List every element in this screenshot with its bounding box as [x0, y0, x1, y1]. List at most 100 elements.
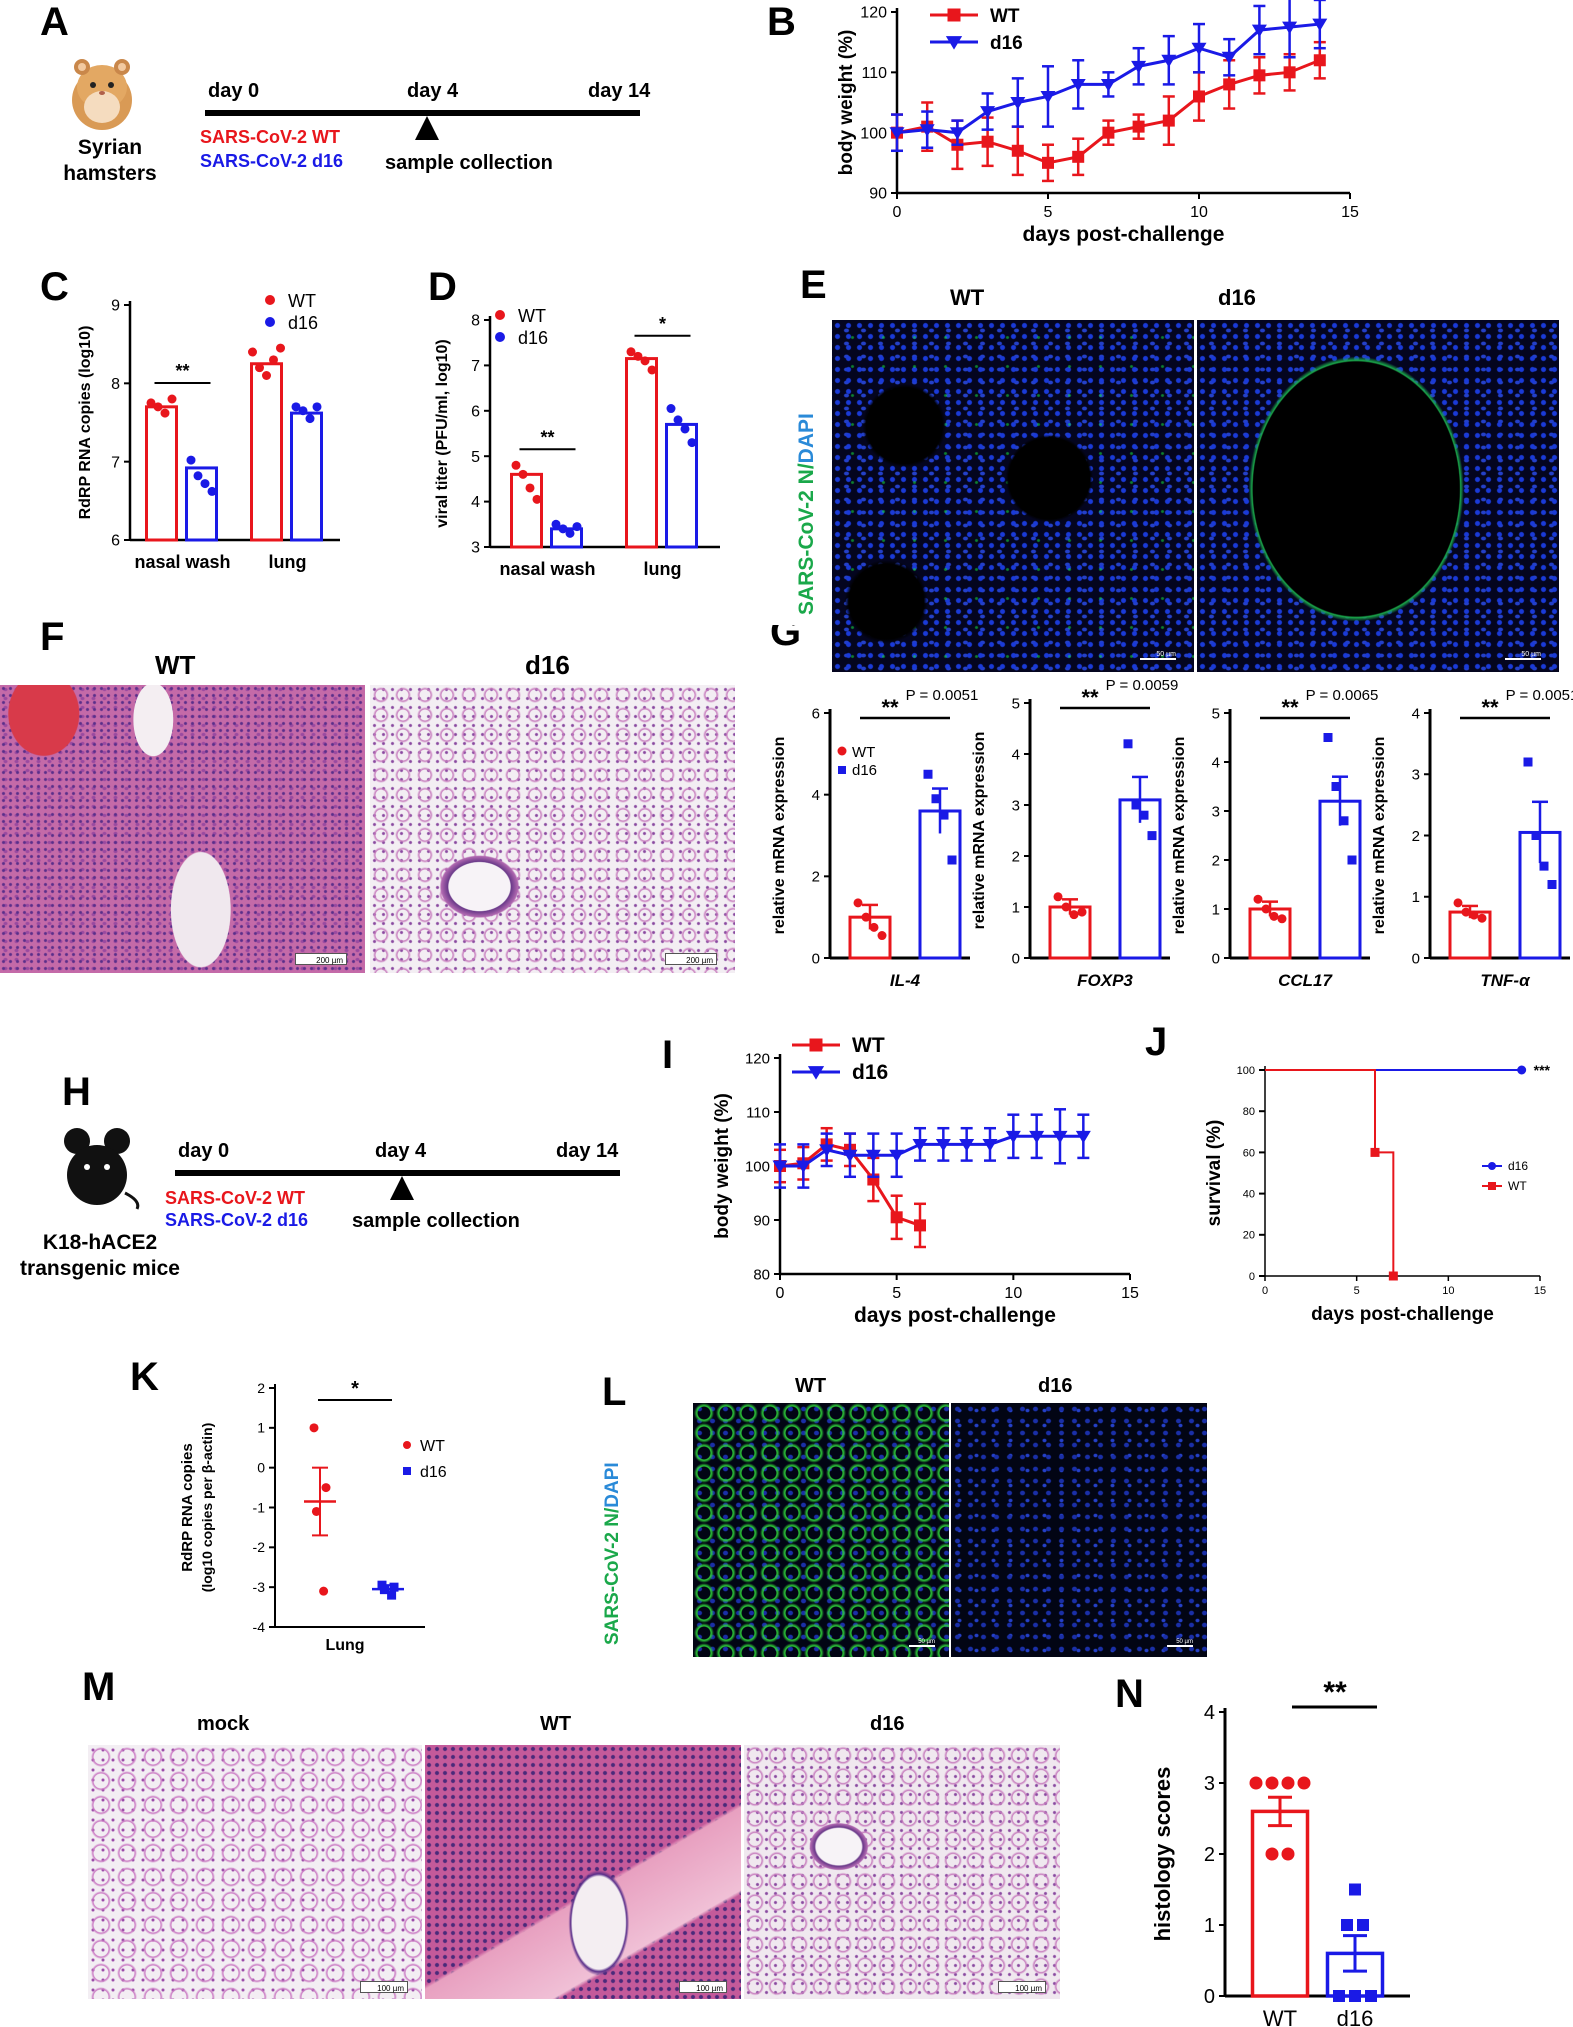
- x-tick-label: 5: [892, 1285, 901, 1302]
- data-point-d16: [1312, 18, 1328, 32]
- data-point-WT: [1011, 144, 1024, 157]
- data-point-WT: [1370, 1147, 1380, 1157]
- l-scalebar-d16: [1167, 1645, 1193, 1647]
- data-point-d16: [1331, 782, 1341, 791]
- timeline-mice: [175, 1170, 620, 1200]
- x-axis-title: IL-4: [890, 971, 921, 990]
- panel-e: E WT d16 SARS-CoV-2 N/DAPI 50 µm 50 µm: [760, 260, 1573, 672]
- legend-label-d16: d16: [852, 762, 877, 779]
- y-axis-subtitle: (log10 copies per β-actin): [199, 1423, 215, 1593]
- f-scalebar-wt: [295, 953, 347, 965]
- e-ylabel: SARS-CoV-2 N/DAPI: [795, 413, 819, 615]
- data-point-d16: [1547, 880, 1557, 889]
- significance-label: *: [351, 1378, 359, 1400]
- y-tick-label: 90: [753, 1212, 770, 1229]
- data-point-WT: [1281, 1776, 1295, 1790]
- data-point-WT: [269, 355, 278, 365]
- timeline-day14: day 14: [588, 80, 651, 102]
- legend-marker-WT: [495, 310, 505, 320]
- legend-marker-d16: [265, 317, 275, 327]
- x-tick-label: 10: [1004, 1285, 1022, 1302]
- data-point-d16: [1517, 1065, 1527, 1075]
- data-point-d16: [795, 1160, 811, 1174]
- y-axis-title: relative mRNA expression: [1371, 737, 1388, 935]
- data-point-WT: [1269, 911, 1279, 921]
- bar-WT: [1250, 1809, 1310, 1998]
- histology-image-m-wt: 100 µm: [425, 1745, 741, 1999]
- data-point-d16: [1161, 54, 1177, 68]
- l-scalebar-d16-label: 50 µm: [1176, 1639, 1193, 1645]
- m-col-d16: d16: [870, 1713, 905, 1735]
- data-point-WT: [914, 1219, 926, 1232]
- timeline-mice-day4: day 4: [375, 1140, 427, 1162]
- chart-c: 6 7 8 9 RdRP RNA copies (log10) nasal wash lun…: [40, 265, 340, 572]
- panel-h: H K18-hACE2 transgenic mice day 0 day 4 …: [0, 1070, 640, 1310]
- y-tick-label: 100: [860, 125, 887, 142]
- panel-letter: C: [40, 265, 69, 309]
- data-point-WT: [153, 402, 163, 412]
- data-point-WT: [877, 931, 887, 941]
- data-point-d16: [1010, 97, 1026, 110]
- panel-letter-f: F: [40, 615, 65, 659]
- y-tick-label: 3: [1012, 797, 1020, 814]
- y-tick-label: 1: [1204, 1915, 1215, 1937]
- y-tick-label: 4: [1012, 746, 1020, 763]
- y-tick-label: 120: [745, 1050, 770, 1067]
- data-point-d16: [949, 127, 965, 140]
- data-point-d16: [291, 402, 301, 412]
- legend-label-WT: WT: [990, 6, 1020, 27]
- panel-letter-e: E: [800, 263, 827, 307]
- y-tick-label: 2: [1412, 828, 1420, 845]
- data-point-d16: [1147, 831, 1157, 841]
- timeline-day4: day 4: [407, 80, 459, 102]
- data-point-d16: [680, 424, 690, 434]
- data-point-d16: [1365, 1990, 1377, 2002]
- chart-k: 2 1 0 -1 -2 -3 -4 RdRP RNA copies (log10 copies …: [130, 1355, 447, 1654]
- data-point-WT: [869, 922, 879, 932]
- legend-marker-d16: [403, 1467, 411, 1475]
- chart-n: 0 1 2 3 4 histology scores WT d16 ** N: [1115, 1672, 1410, 2027]
- l-ylabel: SARS-CoV-2 N/DAPI: [602, 1462, 624, 1645]
- legend-marker-d16: [1488, 1162, 1496, 1170]
- data-point-d16: [1282, 21, 1298, 35]
- y-tick-label: 6: [111, 533, 120, 550]
- chart-i: 80 90 100 110 120 body weight (%) 0 5 10 15 days p…: [662, 1033, 1139, 1327]
- data-point-WT: [647, 365, 657, 375]
- m-scalebar-mock-label: 100 µm: [377, 1984, 404, 1993]
- data-point-d16: [1075, 1130, 1091, 1144]
- l-col-d16: d16: [1038, 1375, 1073, 1397]
- bar-d16: [185, 466, 218, 542]
- panel-letter-h: H: [62, 1070, 91, 1114]
- m-scalebar-wt: [679, 1981, 727, 1993]
- panel-f: F WT d16 200 µm 200 µm: [0, 610, 760, 973]
- data-point-d16: [889, 1149, 905, 1163]
- data-point-WT: [525, 483, 535, 493]
- data-point-WT: [1277, 914, 1287, 924]
- y-tick-label: 2: [812, 869, 820, 886]
- m-col-wt: WT: [540, 1713, 572, 1735]
- chart-d: 3 4 5 6 7 8 viral titer (PFU/ml, log10) nasal w…: [428, 265, 720, 579]
- data-point-WT: [861, 912, 871, 922]
- y-tick-label: 1: [1212, 901, 1220, 918]
- data-point-d16: [687, 438, 697, 448]
- panel-letter-a: A: [40, 0, 69, 44]
- x-axis-title: Lung: [325, 1637, 364, 1654]
- data-point-d16: [186, 455, 196, 465]
- panel-letter: N: [1115, 1672, 1144, 1716]
- f-col-wt: WT: [155, 650, 196, 680]
- bar-d16: [290, 411, 323, 542]
- if-image-l-wt: 50 µm: [693, 1403, 949, 1657]
- mouse-icon: [64, 1128, 140, 1210]
- data-point-d16: [1100, 78, 1116, 92]
- l-scalebar-wt: [909, 1645, 935, 1647]
- bar-WT: [625, 357, 658, 549]
- data-point-d16: [982, 1138, 998, 1152]
- data-point-WT: [626, 347, 636, 357]
- data-point-WT: [167, 394, 177, 404]
- y-axis-title: body weight (%): [836, 30, 857, 176]
- y-tick-label: 8: [111, 376, 120, 393]
- panel-letter: I: [662, 1033, 673, 1077]
- significance-label: **: [1481, 695, 1499, 720]
- data-point-d16: [207, 486, 217, 496]
